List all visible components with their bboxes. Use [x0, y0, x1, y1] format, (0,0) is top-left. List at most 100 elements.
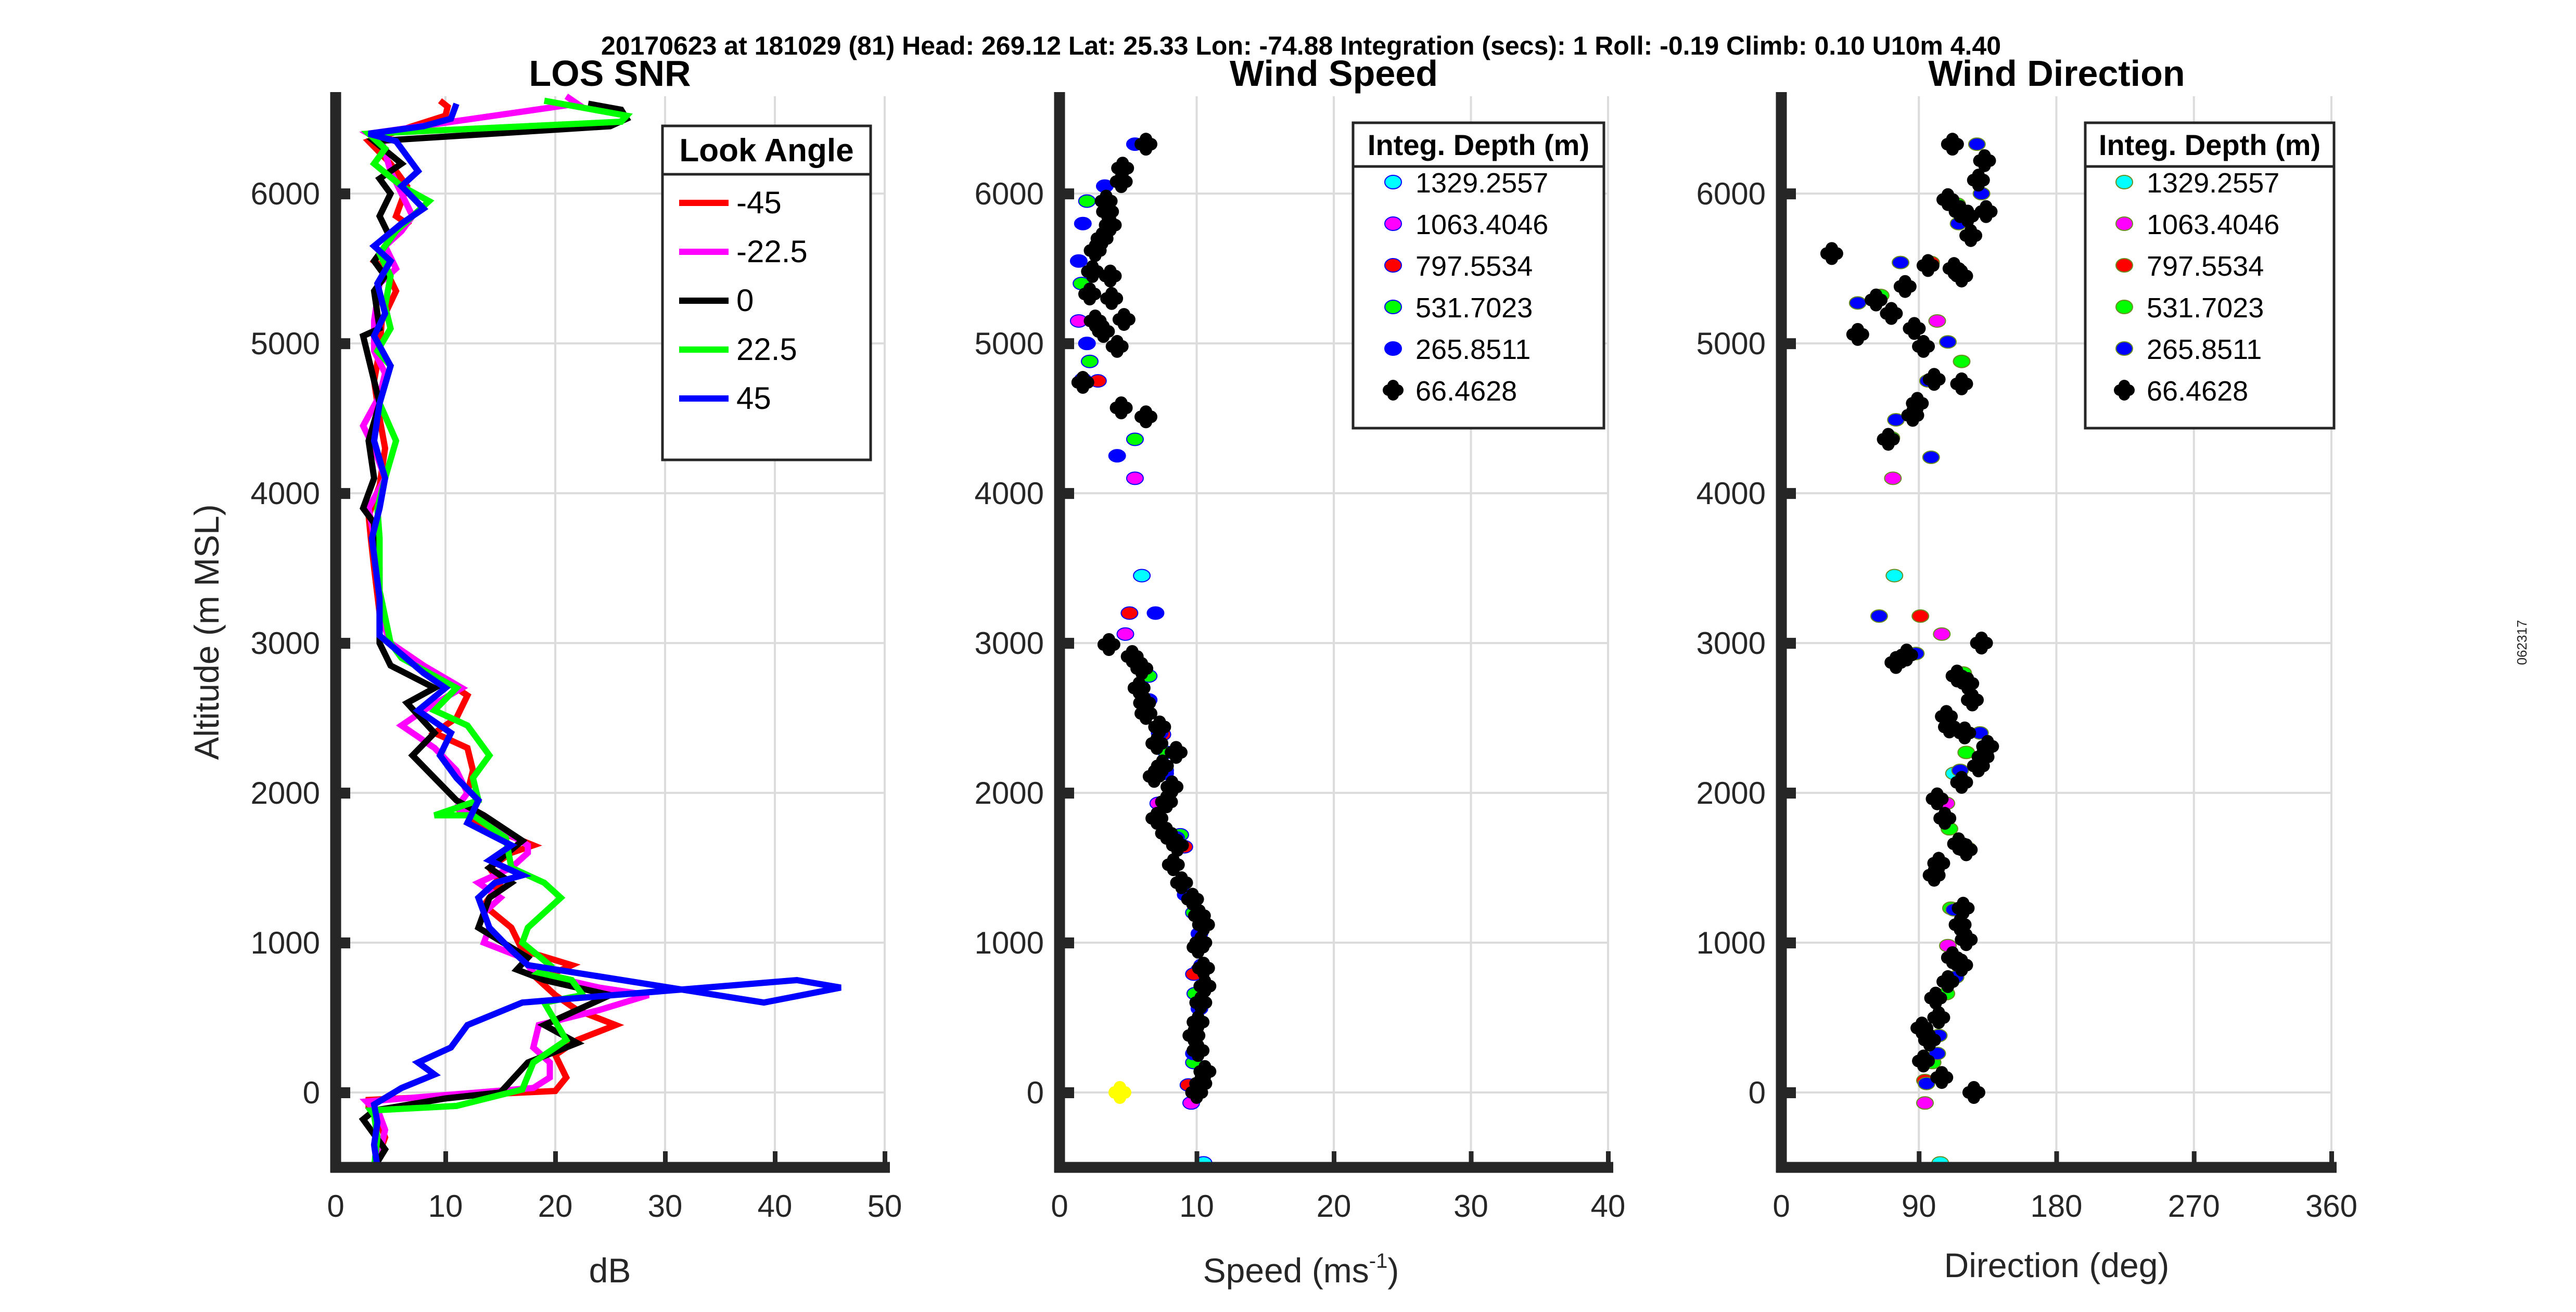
- data-point-plus: [1145, 807, 1169, 830]
- data-point-plus: [1962, 1081, 1985, 1104]
- data-point-plus: [1846, 323, 1869, 346]
- x-tick: [663, 1151, 668, 1164]
- data-point-plus: [1877, 428, 1900, 451]
- data-point-plus: [1959, 224, 1983, 247]
- x-tick-label: 40: [1591, 1189, 1626, 1224]
- data-point-plus: [1164, 741, 1188, 764]
- wind-direction-points: [1820, 133, 1999, 1170]
- y-tick-label: 5000: [251, 326, 320, 361]
- legend-label: 45: [736, 381, 771, 416]
- data-point-plus: [1918, 1028, 1941, 1052]
- x-tick-label: 10: [1179, 1189, 1214, 1224]
- data-point-plus: [1901, 404, 1924, 427]
- x-tick-label: 360: [2305, 1189, 2357, 1224]
- data-point-plus: [1967, 169, 1990, 192]
- data-point-plus: [1974, 200, 1998, 223]
- wind-direction-title: Wind Direction: [1928, 53, 2185, 94]
- data-point-circle: [1133, 569, 1151, 583]
- data-point-circle: [1885, 569, 1904, 583]
- legend-swatch: [2115, 300, 2133, 314]
- legend-item: 1329.2557: [1384, 168, 1548, 199]
- legend-label: 1063.4046: [1415, 209, 1548, 240]
- x-tick: [2054, 1151, 2059, 1164]
- legend-item: 797.5534: [1384, 251, 1533, 282]
- y-tick: [1785, 488, 1796, 499]
- x-tick-label: 0: [327, 1189, 344, 1224]
- data-point-plus: [1925, 787, 1949, 811]
- y-tick: [1063, 488, 1074, 499]
- x-tick-label: 10: [428, 1189, 463, 1224]
- legend-swatch: [1384, 216, 1402, 231]
- legend-item: 265.8511: [2115, 334, 2262, 365]
- look-angle-legend-title: Look Angle: [679, 133, 853, 169]
- x-tick-label: 40: [758, 1189, 793, 1224]
- data-point-circle: [1922, 451, 1940, 465]
- legend-label: 1329.2557: [1415, 168, 1548, 199]
- x-tick-label: 180: [2030, 1189, 2082, 1224]
- wind-speed-legend-box: [1351, 121, 1605, 430]
- data-point-plus: [1930, 1066, 1954, 1089]
- y-tick: [339, 338, 350, 350]
- y-tick-label: 2000: [251, 776, 320, 811]
- legend-label: 531.7023: [1415, 292, 1533, 324]
- x-tick: [1332, 1151, 1336, 1164]
- data-point-plus: [1961, 688, 1984, 712]
- data-point-plus: [1092, 320, 1115, 343]
- data-point-plus: [1967, 754, 1990, 778]
- legend-item: 66.4628: [1383, 376, 1517, 407]
- data-point-circle: [1080, 354, 1099, 368]
- data-point-plus: [1903, 317, 1926, 340]
- wind-direction-legend-items: 1329.2557 1063.4046 797.5534 531.7023 265.85…: [2114, 168, 2279, 407]
- y-tick-label: 6000: [975, 176, 1044, 211]
- wind-speed-axes: 0 10 20 30 40 0 1000 2000 3000 4000 5000 6000 Wind …: [975, 53, 1626, 1290]
- data-point-plus: [1933, 807, 1957, 830]
- los-snr-lines: [359, 94, 841, 1169]
- wind-direction-axes: 0 90 180 270 360 0 1000 2000 3000 4000 5000 6000 Wi…: [1697, 53, 2358, 1284]
- los-snr-title: LOS SNR: [529, 53, 691, 94]
- y-tick: [1785, 338, 1796, 350]
- x-tick-label: 270: [2168, 1189, 2220, 1224]
- wind-direction-tick-labels: 0 90 180 270 360 0 1000 2000 3000 4000 5000 6000: [1697, 176, 2358, 1224]
- legend-item: -22.5: [679, 234, 808, 269]
- data-point-plus: [1170, 871, 1193, 894]
- legend-item: -45: [679, 185, 782, 220]
- data-point-plus: [1187, 935, 1210, 959]
- data-point-plus: [1912, 1049, 1935, 1073]
- data-point-plus: [1127, 676, 1151, 700]
- x-tick: [1779, 1151, 1784, 1164]
- x-tick: [443, 1151, 448, 1164]
- x-tick-label: 0: [1051, 1189, 1068, 1224]
- look-angle-legend-box: [661, 124, 872, 461]
- data-point-circle: [1953, 354, 1971, 368]
- y-tick: [1785, 638, 1796, 649]
- data-point-circle: [1892, 255, 1910, 269]
- data-point-plus: [1936, 188, 1960, 211]
- y-tick: [1785, 937, 1796, 949]
- y-tick: [1785, 188, 1796, 200]
- look-angle-legend-items: -45 -22.5 0 22.5 45: [679, 185, 808, 416]
- data-point-circle: [1116, 627, 1134, 641]
- figure-suptitle: 20170623 at 181029 (81) Head: 269.12 Lat…: [601, 31, 2001, 60]
- data-point-plus: [1155, 821, 1178, 845]
- y-tick-label: 0: [303, 1075, 320, 1110]
- y-tick-label: 6000: [1697, 176, 1766, 211]
- wind-speed-tick-labels: 0 10 20 30 40 0 1000 2000 3000 4000 5000 6000: [975, 176, 1626, 1224]
- legend-swatch: [1384, 258, 1402, 273]
- data-point-plus: [1956, 672, 1980, 695]
- data-point-circle: [1884, 471, 1902, 485]
- legend-item: 797.5534: [2115, 251, 2264, 282]
- y-tick-label: 4000: [975, 476, 1044, 511]
- data-point-plus: [1110, 170, 1133, 194]
- data-point-plus: [1097, 633, 1120, 656]
- data-point-plus: [1099, 213, 1122, 237]
- x-tick-label: 20: [1317, 1189, 1351, 1224]
- x-tick: [1194, 1151, 1200, 1164]
- data-point-plus: [1100, 287, 1124, 310]
- data-point-plus: [1922, 368, 1946, 391]
- data-point-plus: [1105, 335, 1129, 358]
- data-point-plus: [1948, 913, 1972, 936]
- legend-item: 45: [679, 381, 771, 416]
- legend-item: 66.4628: [2114, 376, 2248, 407]
- legend-label: 66.4628: [1415, 376, 1517, 407]
- data-point-plus: [1936, 970, 1960, 993]
